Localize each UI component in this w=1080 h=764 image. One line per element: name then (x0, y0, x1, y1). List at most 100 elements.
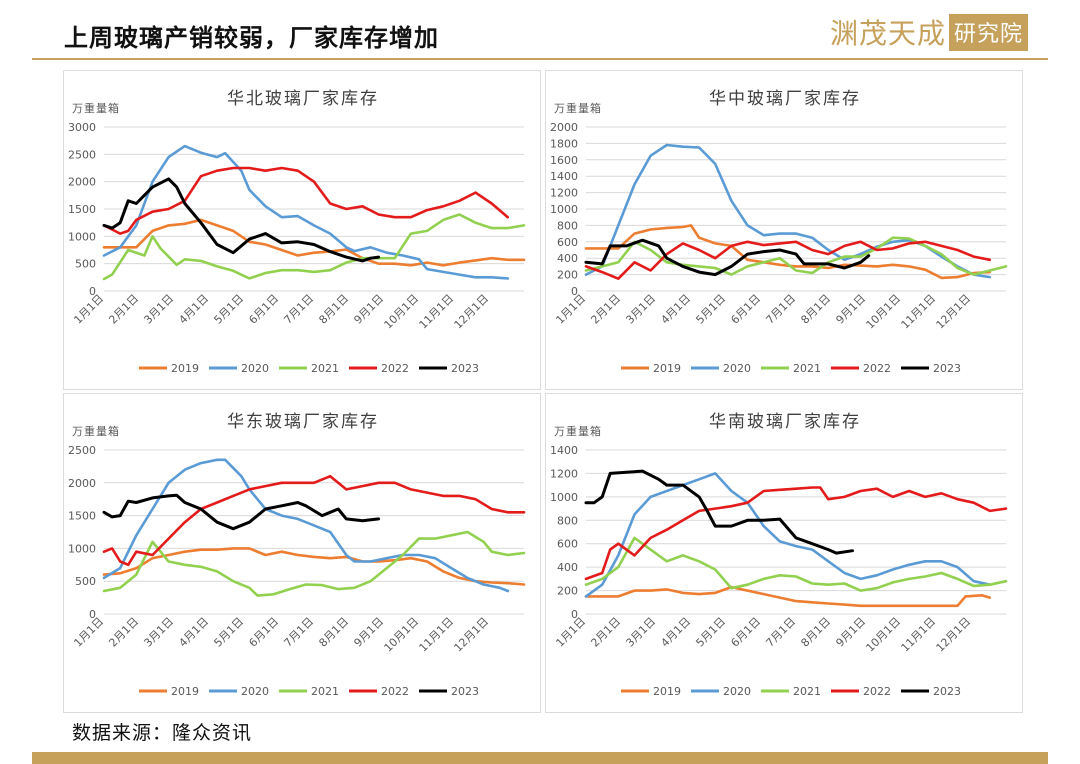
x-tick-label: 10月1日 (382, 615, 422, 655)
y-tick-label: 2500 (68, 444, 96, 457)
x-tick-label: 9月1日 (833, 615, 868, 650)
x-tick-label: 5月1日 (211, 292, 246, 327)
legend-item-2020: 2020 (209, 685, 269, 698)
logo-name: 渊茂天成 (830, 17, 947, 50)
title-divider (32, 58, 1048, 60)
legend-label: 2022 (863, 362, 891, 375)
series-line-2022 (584, 486, 1008, 581)
legend-item-2021: 2021 (279, 362, 339, 375)
y-tick-label: 2000 (68, 477, 96, 490)
legend-label: 2021 (311, 362, 339, 375)
legend-label: 2019 (171, 362, 199, 375)
y-tick-label: 2000 (68, 176, 96, 189)
x-tick-label: 6月1日 (246, 292, 281, 327)
x-tick-label: 9月1日 (351, 292, 386, 327)
legend-item-2022: 2022 (831, 685, 891, 698)
series-line-2022 (102, 166, 510, 235)
x-tick-label: 3月1日 (623, 292, 658, 327)
x-tick-label: 3月1日 (623, 615, 658, 650)
x-tick-label: 8月1日 (798, 615, 833, 650)
legend-label: 2019 (653, 362, 681, 375)
legend-label: 2023 (451, 685, 479, 698)
y-unit-label: 万重量箱 (554, 101, 602, 115)
legend-item-2021: 2021 (761, 685, 821, 698)
y-tick-label: 600 (557, 538, 578, 551)
x-tick-label: 3月1日 (141, 292, 176, 327)
y-tick-label: 0 (571, 608, 578, 621)
x-tick-label: 7月1日 (763, 615, 798, 650)
series-line-2023 (102, 493, 381, 531)
x-tick-label: 4月1日 (176, 615, 211, 650)
series-line-2019 (102, 547, 526, 586)
y-tick-label: 1000 (68, 542, 96, 555)
series-line-2019 (584, 585, 992, 608)
chart-title: 华中玻璃厂家库存 (709, 89, 861, 109)
chart-panel-east: 华东玻璃厂家库存 万重量箱 0 500 1000 1500 2000 2500 1月1日 2月1日… (63, 393, 541, 713)
x-tick-label: 4月1日 (658, 615, 693, 650)
chart-title: 华东玻璃厂家库存 (227, 412, 379, 432)
footer-bar (32, 752, 1048, 764)
y-tick-label: 1500 (68, 510, 96, 523)
x-tick-label: 9月1日 (351, 615, 386, 650)
series-line-2020 (584, 143, 992, 279)
legend-label: 2020 (241, 685, 269, 698)
y-tick-label: 1200 (550, 187, 578, 200)
legend-label: 2021 (793, 685, 821, 698)
legend-label: 2020 (241, 362, 269, 375)
x-tick-label: 8月1日 (798, 292, 833, 327)
y-tick-label: 1000 (550, 491, 578, 504)
legend-item-2023: 2023 (901, 685, 961, 698)
legend-label: 2019 (653, 685, 681, 698)
legend-item-2019: 2019 (139, 685, 199, 698)
y-tick-label: 600 (557, 236, 578, 249)
series-line-2022 (584, 240, 992, 280)
y-tick-label: 2500 (68, 148, 96, 161)
y-tick-label: 3000 (68, 121, 96, 134)
x-tick-label: 10月1日 (864, 615, 904, 655)
x-tick-label: 7月1日 (281, 615, 316, 650)
legend-item-2022: 2022 (349, 685, 409, 698)
x-tick-label: 6月1日 (728, 292, 763, 327)
legend-item-2019: 2019 (621, 362, 681, 375)
series-line-2021 (584, 536, 1008, 592)
x-tick-label: 12月1日 (452, 292, 492, 332)
logo-box: 研究院 (949, 13, 1029, 51)
x-tick-label: 6月1日 (728, 615, 763, 650)
chart-title: 华南玻璃厂家库存 (709, 412, 861, 432)
y-tick-label: 1000 (68, 230, 96, 243)
y-tick-label: 400 (557, 561, 578, 574)
y-tick-label: 800 (557, 514, 578, 527)
legend-item-2023: 2023 (419, 685, 479, 698)
x-tick-label: 11月1日 (899, 615, 939, 655)
x-tick-label: 11月1日 (417, 615, 457, 655)
series-line-2021 (102, 530, 526, 597)
x-tick-label: 12月1日 (934, 292, 974, 332)
y-tick-label: 1200 (550, 467, 578, 480)
y-tick-label: 1400 (550, 444, 578, 457)
y-tick-label: 1000 (550, 203, 578, 216)
brand-logo: 渊茂天成 研究院 (830, 12, 1029, 52)
series-line-2023 (102, 177, 381, 263)
y-tick-label: 200 (557, 269, 578, 282)
legend-label: 2021 (793, 362, 821, 375)
x-tick-label: 2月1日 (588, 292, 623, 327)
y-tick-label: 500 (75, 575, 96, 588)
chart-title: 华北玻璃厂家库存 (227, 89, 379, 109)
x-tick-label: 7月1日 (281, 292, 316, 327)
y-tick-label: 1400 (550, 170, 578, 183)
y-tick-label: 500 (75, 258, 96, 271)
series-line-2023 (584, 469, 854, 555)
legend-label: 2019 (171, 685, 199, 698)
y-tick-label: 2000 (550, 121, 578, 134)
legend-label: 2023 (933, 362, 961, 375)
chart-panel-south: 华南玻璃厂家库存 万重量箱 0 200 400 600 800 1000 1200 1400 1月1… (545, 393, 1023, 713)
legend-item-2019: 2019 (621, 685, 681, 698)
series-line-2019 (102, 218, 526, 267)
legend-label: 2022 (381, 685, 409, 698)
y-tick-label: 0 (89, 608, 96, 621)
series-line-2021 (102, 213, 526, 281)
x-tick-label: 3月1日 (141, 615, 176, 650)
legend-item-2019: 2019 (139, 362, 199, 375)
y-tick-label: 1800 (550, 137, 578, 150)
legend-item-2023: 2023 (901, 362, 961, 375)
